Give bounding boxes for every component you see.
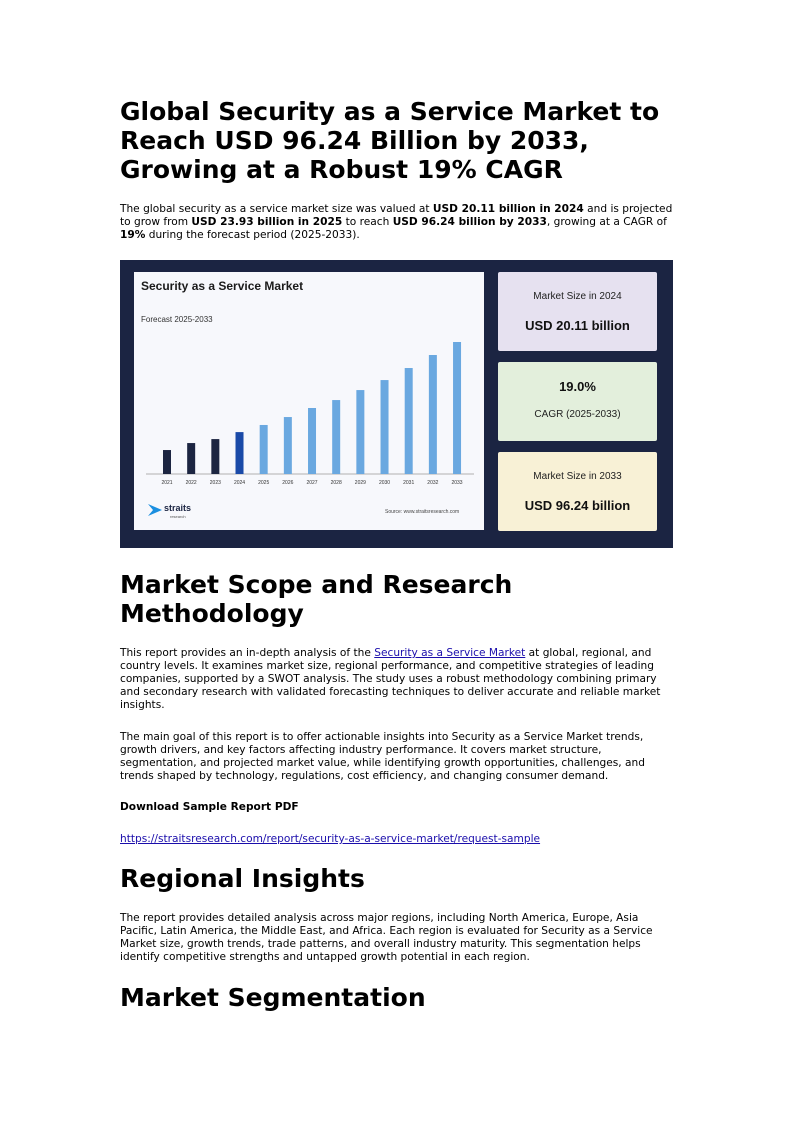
- paragraph: The main goal of this report is to offer…: [120, 731, 645, 782]
- section-heading: Market Segmentation: [120, 983, 426, 1012]
- stat-card: Market Size in 2033 USD 96.24 billion: [498, 452, 657, 531]
- text: and is projected to grow from: [120, 203, 673, 228]
- text: to reach: [342, 216, 393, 228]
- bar: [211, 439, 220, 474]
- intro: The global security as a service market …: [120, 203, 673, 242]
- logo-subtext: research: [170, 514, 186, 519]
- bar: [308, 408, 317, 474]
- paragraph: The report provides detailed analysis ac…: [120, 912, 653, 963]
- card-value: 19.0%: [559, 379, 596, 394]
- chart-title: Security as a Service Market: [141, 279, 303, 293]
- chart-panel: [134, 272, 484, 530]
- text: The global security as a service market …: [120, 203, 433, 215]
- x-tick-label: 2024: [234, 480, 245, 486]
- link[interactable]: Security as a Service Market: [374, 647, 526, 659]
- highlight: USD 23.93 billion in 2025: [191, 216, 343, 228]
- chart-source: Source: www.straitsresearch.com: [385, 509, 459, 515]
- highlight: 19%: [120, 229, 146, 241]
- bar: [453, 342, 462, 474]
- bar: [380, 380, 389, 474]
- bar: [163, 450, 171, 474]
- chart-subtitle: Forecast 2025-2033: [141, 315, 213, 324]
- bar: [332, 400, 341, 474]
- section-heading: Market Scope and Research Methodology: [120, 570, 513, 628]
- x-tick-label: 2022: [186, 480, 197, 486]
- paragraph: This report provides an in-depth analysi…: [120, 647, 673, 712]
- card-label: CAGR (2025-2033): [534, 409, 621, 420]
- card-label: Market Size in 2033: [533, 471, 622, 482]
- card-value: USD 96.24 billion: [524, 498, 631, 513]
- download-link[interactable]: https://straitsresearch.com/report/secur…: [120, 833, 541, 845]
- download-link-line: https://straitsresearch.com/report/secur…: [120, 833, 673, 846]
- x-tick-label: 2032: [427, 480, 438, 486]
- text: This report provides an in-depth analysi…: [120, 647, 375, 659]
- x-tick-label: 2029: [355, 480, 366, 486]
- text: , growing at a CAGR of: [546, 216, 667, 228]
- x-tick-label: 2033: [451, 480, 462, 486]
- x-tick-label: 2027: [306, 480, 317, 486]
- chart: Security as a Service Market Forecast 20…: [141, 279, 474, 519]
- section-heading: Regional Insights: [120, 864, 365, 893]
- x-tick-label: 2025: [258, 480, 269, 486]
- text: at global, regional, and country levels.…: [120, 647, 661, 711]
- bar: [187, 443, 196, 474]
- card-value: USD 20.11 billion: [525, 318, 630, 333]
- download-label: Download Sample Report PDF: [120, 801, 299, 813]
- bar: [283, 417, 292, 474]
- bar: [235, 432, 244, 474]
- bar: [428, 355, 437, 474]
- card-label: Market Size in 2024: [533, 291, 622, 302]
- page-title: Global Security as a Service Market to R…: [120, 97, 660, 184]
- bar: [404, 368, 413, 474]
- text: during the forecast period (2025-2033).: [145, 229, 360, 241]
- stat-card: Market Size in 2024 USD 20.11 billion: [498, 272, 657, 351]
- bar: [356, 390, 365, 474]
- x-tick-label: 2030: [379, 480, 390, 486]
- x-tick-label: 2028: [331, 480, 342, 486]
- x-tick-label: 2026: [282, 480, 293, 486]
- logo-icon: [148, 504, 162, 516]
- highlight: USD 20.11 billion in 2024: [432, 203, 584, 215]
- x-tick-label: 2031: [403, 480, 414, 486]
- x-tick-label: 2023: [210, 480, 221, 486]
- logo-text: straits: [164, 503, 191, 513]
- stat-card: 19.0% CAGR (2025-2033): [498, 362, 657, 441]
- infographic: Security as a Service Market Forecast 20…: [120, 260, 673, 548]
- highlight: USD 96.24 billion by 2033: [392, 216, 547, 228]
- bar: [259, 424, 268, 474]
- x-tick-label: 2021: [161, 480, 172, 486]
